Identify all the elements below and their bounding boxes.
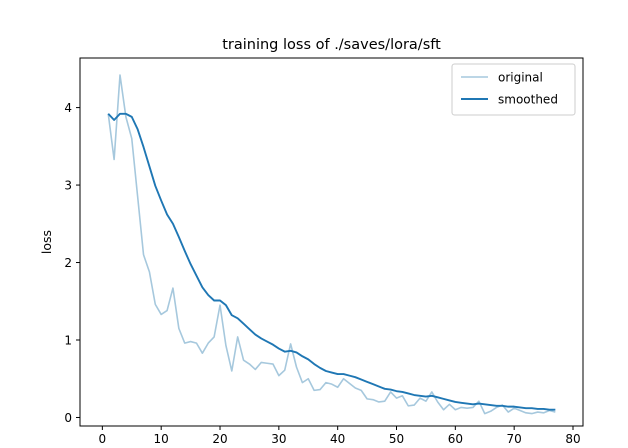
y-tick-label: 4 [64,101,72,115]
x-axis-ticks: 0 10 20 30 40 50 60 70 80 [99,426,581,446]
x-tick-label: 20 [212,432,227,444]
chart-title: training loss of ./saves/lora/sft [222,37,441,53]
y-tick-label: 1 [64,334,72,348]
y-tick-label: 3 [64,179,72,193]
x-tick-label: 80 [565,432,580,444]
x-tick-label: 60 [448,432,463,444]
legend: original smoothed [451,63,576,116]
y-tick-label: 0 [64,411,72,425]
series-line-smoothed [107,112,556,411]
x-tick-label: 70 [507,432,522,444]
x-tick-label: 30 [271,432,286,444]
axes-frame [79,57,584,427]
x-tick-label: 40 [330,432,345,444]
x-tick-label: 10 [154,432,169,444]
plot-content [107,74,556,415]
y-tick-label: 2 [64,256,72,270]
series-line-original [107,74,556,415]
y-axis-label: loss [39,230,54,254]
legend-label-original: original [498,71,543,85]
x-tick-label: 0 [99,432,107,444]
y-axis-ticks: 0 1 2 3 4 [64,101,80,425]
legend-label-smoothed: smoothed [498,93,558,107]
x-tick-label: 50 [389,432,404,444]
